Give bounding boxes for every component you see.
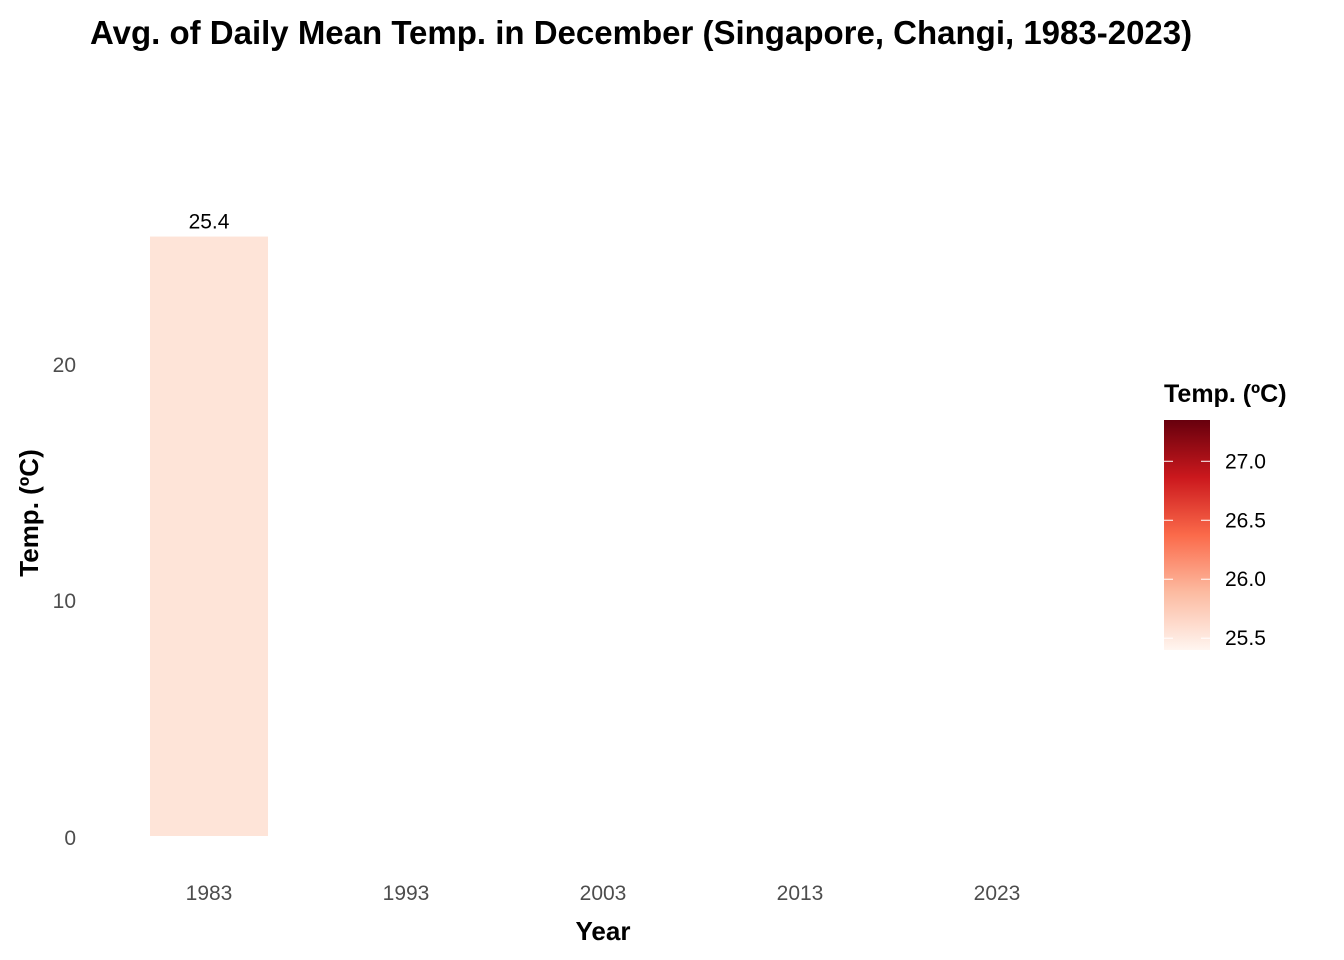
data-label-1983: 25.4 xyxy=(189,211,230,234)
y-axis-title: Temp. (ºC) xyxy=(14,449,44,576)
x-axis-ticks: 1983 1993 2003 2013 2023 xyxy=(186,882,1021,905)
legend-tick-label: 26.0 xyxy=(1225,568,1266,591)
data-labels-layer: 25.4 xyxy=(189,211,230,234)
bar-1983 xyxy=(150,236,268,836)
y-tick-label-0: 0 xyxy=(64,827,76,850)
legend-title: Temp. (ºC) xyxy=(1164,380,1287,408)
x-tick-label-1983: 1983 xyxy=(186,882,233,905)
legend-ticks: 25.5 26.0 26.5 27.0 xyxy=(1164,450,1266,650)
y-tick-label-10: 10 xyxy=(53,590,76,613)
chart-title: Avg. of Daily Mean Temp. in December (Si… xyxy=(90,14,1192,51)
legend-colorbar xyxy=(1164,420,1210,650)
legend-tick-label: 26.5 xyxy=(1225,509,1266,532)
y-tick-label-20: 20 xyxy=(53,354,76,377)
legend-tick-label: 25.5 xyxy=(1225,627,1266,650)
x-tick-label-2013: 2013 xyxy=(777,882,824,905)
legend-tick-label: 27.0 xyxy=(1225,450,1266,473)
x-tick-label-2023: 2023 xyxy=(974,882,1021,905)
x-tick-label-2003: 2003 xyxy=(580,882,627,905)
bars-layer xyxy=(150,236,268,836)
x-axis-title: Year xyxy=(576,916,631,946)
y-axis-ticks: 0 10 20 xyxy=(53,354,76,850)
color-legend: Temp. (ºC) 25.5 26.0 26.5 27.0 xyxy=(1164,380,1287,650)
x-tick-label-1993: 1993 xyxy=(383,882,430,905)
